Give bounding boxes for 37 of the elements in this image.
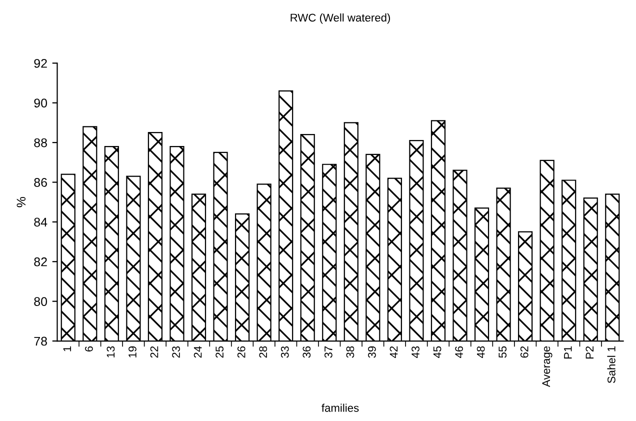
x-tick-label: 46 — [455, 346, 463, 358]
y-tick-label: 78 — [34, 336, 47, 346]
x-tick-label: 23 — [172, 346, 180, 358]
x-tick-label: 38 — [346, 346, 354, 358]
x-tick-label: 36 — [302, 346, 311, 358]
y-tick-label: 80 — [34, 297, 48, 306]
y-tick-label: 90 — [34, 98, 48, 108]
x-tick-label: 55 — [498, 346, 507, 358]
y-axis-title: % — [16, 196, 26, 208]
x-tick-label: 39 — [368, 346, 376, 358]
x-tick-label: 19 — [128, 346, 136, 358]
x-tick-label: 22 — [150, 346, 158, 358]
x-tick-label: 26 — [237, 346, 246, 358]
x-tick-label: 62 — [520, 346, 528, 358]
chart-title: RWC (Well watered) — [290, 13, 390, 24]
x-tick-label: 1 — [63, 346, 71, 352]
x-tick-label: 24 — [194, 346, 202, 358]
y-tick-label: 82 — [34, 257, 47, 266]
y-tick-label: 88 — [34, 138, 47, 148]
x-tick-label: Average — [542, 346, 552, 388]
x-tick-label: 13 — [106, 346, 115, 358]
y-tick-label: 86 — [34, 178, 47, 187]
x-tick-label: 42 — [390, 346, 398, 358]
x-tick-label: Sahel 1 — [607, 346, 616, 384]
x-tick-label: 6 — [85, 346, 93, 352]
x-tick-label: P1 — [564, 346, 572, 359]
x-axis-title: families — [322, 404, 359, 412]
x-tick-label: 43 — [412, 346, 420, 358]
x-tick-label: 33 — [280, 346, 289, 358]
y-tick-label: 92 — [34, 58, 47, 68]
x-tick-label: 28 — [259, 346, 268, 358]
x-tick-label: 48 — [476, 346, 485, 358]
y-tick-label: 84 — [34, 218, 48, 227]
x-tick-label: 37 — [324, 346, 332, 358]
x-tick-label: P2 — [586, 346, 594, 359]
x-tick-label: 45 — [433, 346, 442, 358]
x-tick-label: 25 — [216, 346, 224, 358]
